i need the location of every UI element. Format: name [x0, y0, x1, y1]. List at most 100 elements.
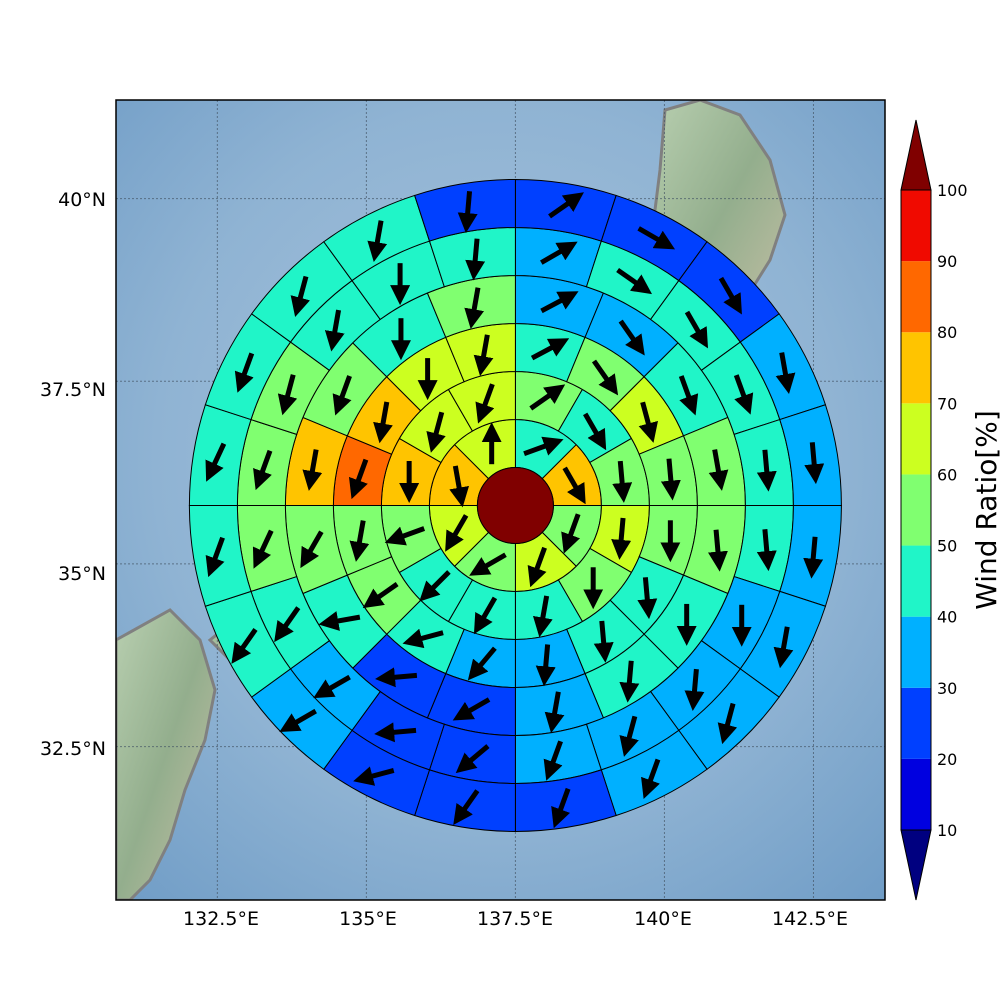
wind-arrow-ring4-9	[543, 740, 563, 781]
y-tick-label-3: 40°N	[58, 189, 106, 211]
wind-arrow-ring0-1	[562, 466, 586, 505]
colorbar-segment-0	[901, 758, 931, 830]
wind-arrow-ring4-0	[540, 241, 578, 265]
wind-arrow-ring3-12	[302, 449, 323, 491]
wind-arrow-ring1-3	[611, 517, 632, 560]
sector-ring5-19	[414, 178, 516, 242]
wind-arrow-ring4-5	[756, 529, 777, 572]
y-tick-label-2: 37.5°N	[40, 379, 106, 401]
colorbar-tick-label-2: 30	[937, 679, 957, 698]
wind-arrow-ring1-11	[475, 383, 495, 424]
wind-arrow-ring5-2	[718, 276, 742, 315]
wind-arrow-ring5-15	[205, 442, 227, 482]
wind-arrow-ring5-9	[551, 787, 571, 829]
wind-arrow-ring5-17	[290, 275, 310, 318]
wind-arrow-ring4-17	[324, 309, 345, 352]
wind-arrow-ring3-11	[300, 530, 324, 569]
x-tick-label-1: 135°E	[339, 908, 397, 930]
colorbar-segment-3	[901, 545, 931, 617]
colorbar: 10 20 30 40 50 60 70 80 90 100	[900, 119, 968, 901]
x-tick-label-4: 142.5°E	[772, 908, 848, 930]
wind-arrow-ring5-3	[775, 352, 796, 394]
wind-arrow-ring2-7	[535, 644, 556, 687]
colorbar-title: Wind Ratio[%]	[970, 410, 1000, 610]
wind-arrow-ring1-8	[384, 526, 426, 546]
wind-arrow-ring5-7	[717, 702, 738, 745]
colorbar-segment-8	[901, 190, 931, 262]
wind-arrow-ring5-1	[637, 226, 676, 250]
wind-arrow-ring3-0	[540, 291, 579, 314]
wind-arrow-ring0-4	[469, 552, 507, 576]
wind-arrow-ring4-3	[733, 374, 754, 415]
colorbar-tick-label-6: 70	[937, 394, 957, 413]
wind-arrow-ring3-2	[678, 375, 699, 416]
wind-arrow-ring2-2	[638, 401, 658, 443]
wind-arrow-ring3-13	[332, 375, 352, 416]
wind-arrow-ring1-1	[583, 412, 607, 451]
wind-arrow-ring2-12	[348, 458, 369, 500]
colorbar-segment-5	[901, 403, 931, 475]
wind-arrow-ring0-3	[527, 546, 547, 588]
wind-arrow-ring5-10	[453, 789, 480, 826]
colorbar-tick-label-9: 100	[937, 181, 968, 200]
wind-arrow-ring1-2	[612, 460, 633, 503]
colorbar-segment-7	[901, 261, 931, 333]
wind-arrow-ring3-8	[452, 697, 491, 721]
colorbar-tick-label-5: 60	[937, 465, 957, 484]
wind-arrow-ring5-16	[234, 352, 255, 393]
colorbar-frame	[900, 189, 932, 831]
wind-arrow-ring4-19	[465, 238, 486, 281]
colorbar-over-extension	[900, 119, 932, 191]
colorbar-segment-4	[901, 474, 931, 546]
wind-arrow-ring4-13	[274, 606, 301, 643]
land-kyushu	[116, 608, 217, 900]
colorbar-tick-label-4: 50	[937, 537, 957, 556]
wind-arrow-ring3-3	[708, 449, 729, 491]
wind-arrow-ring4-7	[684, 668, 705, 711]
wind-arrow-ring3-4	[708, 529, 728, 572]
wind-arrow-ring3-1	[618, 319, 645, 356]
colorbar-segment-6	[901, 332, 931, 404]
wind-arrow-ring1-0	[529, 384, 566, 411]
wind-arrow-ring5-4	[804, 442, 825, 485]
wind-arrow-ring0-2	[561, 513, 581, 554]
wind-arrow-ring5-13	[231, 628, 258, 664]
map-frame	[115, 99, 886, 901]
wind-arrow-ring3-15	[464, 287, 485, 330]
y-tick-label-1: 35°N	[58, 563, 106, 585]
wind-arrow-ring3-6	[619, 660, 640, 703]
wind-arrow-ring3-10	[318, 611, 361, 631]
wind-arrow-ring4-14	[252, 529, 274, 569]
wind-arrow-ring1-10	[426, 411, 446, 453]
wind-arrow-ring5-11	[353, 766, 395, 786]
wind-arrow-ring4-4	[756, 449, 777, 492]
wind-arrow-ring2-15	[473, 334, 494, 377]
colorbar-segment-1	[901, 687, 931, 759]
wind-arrow-ring2-10	[362, 582, 399, 609]
wind-arrow-ring3-9	[375, 667, 418, 688]
wind-arrow-ring4-8	[619, 715, 639, 757]
x-tick-label-3: 140°E	[634, 908, 692, 930]
wind-arrow-ring5-5	[803, 536, 824, 579]
wind-arrow-ring3-7	[544, 691, 565, 734]
x-axis: 132.5°E 135°E 137.5°E 140°E 142.5°E	[183, 908, 848, 930]
colorbar-tick-label-0: 10	[937, 821, 957, 840]
wind-arrow-ring4-1	[616, 267, 653, 295]
wind-arrow-ring0-5	[445, 514, 469, 552]
wind-arrow-ring2-0	[530, 338, 570, 361]
wind-arrow-ring2-8	[467, 646, 497, 681]
wind-arrow-ring2-3	[660, 458, 681, 501]
wind-arrow-ring2-6	[593, 620, 614, 663]
wind-arrow-ring4-10	[455, 744, 490, 774]
wind-arrow-ring2-1	[591, 359, 619, 396]
colorbar-tick-label-7: 80	[937, 323, 957, 342]
colorbar-segment-2	[901, 616, 931, 688]
y-axis: 32.5°N 35°N 37.5°N 40°N	[40, 189, 106, 760]
wind-arrow-ring4-11	[374, 722, 417, 743]
wind-arrow-ring2-9	[402, 628, 444, 649]
x-tick-label-0: 132.5°E	[183, 908, 259, 930]
map-area	[116, 100, 885, 900]
wind-arrow-ring4-12	[313, 674, 351, 699]
wind-arrow-ring1-6	[473, 596, 498, 635]
